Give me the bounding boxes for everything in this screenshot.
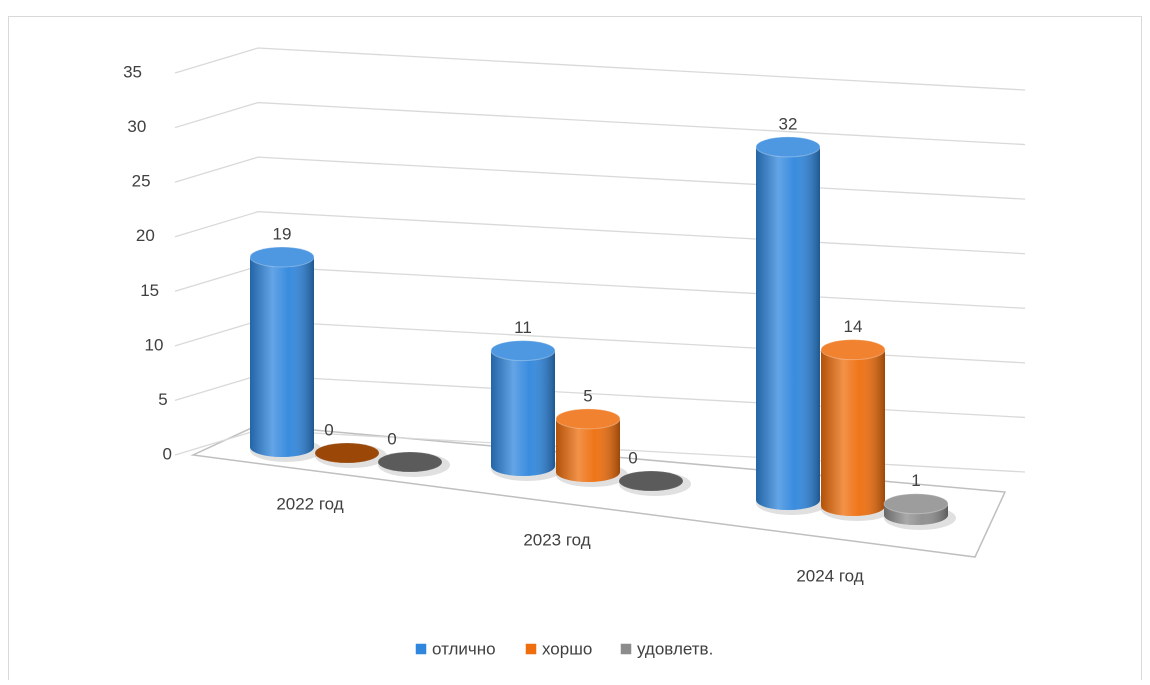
legend-label: удовлетв. [637,639,713,658]
data-label: 11 [514,318,532,337]
data-label: 1 [911,471,920,490]
bar-top [883,493,949,515]
y-tick-label: 0 [163,444,172,463]
bar-top [314,442,380,464]
x-tick-label: 2024 год [796,566,863,585]
cylinder [755,136,828,515]
bar-top-shade [619,471,683,491]
bar-top-shade [315,443,379,463]
bar-shade [556,418,620,482]
bar-top [555,408,621,430]
cylinder [883,493,956,530]
data-label: 0 [387,429,396,448]
bar-shade [491,350,555,476]
data-label: 32 [779,114,798,133]
bar-top-shade [250,247,314,267]
bar-top [820,339,886,361]
cylinder [490,340,563,481]
bar-shade [821,349,885,516]
bar-top [249,246,315,268]
legend-swatch [524,642,538,656]
y-tick-label: 25 [132,172,151,191]
y-tick-label: 35 [123,62,142,81]
data-label: 0 [628,448,637,467]
bar-top [618,470,684,492]
bar-top [490,340,556,362]
bar-top-shade [884,493,948,514]
bar-top-shade [756,136,820,157]
data-label: 5 [583,386,592,405]
cylinder [249,246,322,462]
cylinder [555,408,628,487]
x-tick-label: 2023 год [523,530,590,549]
legend-swatch [414,642,428,656]
cylinder [618,470,691,496]
data-label: 14 [844,317,863,336]
cylinder [820,339,893,521]
bar-top-shade [556,408,620,429]
cylinder [377,451,450,477]
grid-line [174,101,1026,146]
y-tick-label: 20 [136,226,155,245]
legend-swatch [619,642,633,656]
bar-shade [756,146,820,510]
y-tick-label: 30 [127,117,146,136]
bar-shade [250,257,314,457]
legend-label: хоршо [542,639,592,658]
y-tick-label: 10 [145,335,164,354]
data-label: 19 [273,224,292,243]
y-tick-label: 5 [158,390,167,409]
grid-line [174,47,1026,91]
legend-label: отлично [432,639,496,658]
bar-top [377,451,443,473]
x-tick-label: 2022 год [276,494,343,513]
bar-top-shade [821,339,885,360]
y-tick-label: 15 [140,281,159,300]
chart-border [8,16,1142,685]
bar-top-shade [378,452,442,472]
data-label: 0 [324,420,333,439]
bar-top-shade [491,340,555,361]
cylinder [314,442,387,468]
bar-top [755,136,821,158]
